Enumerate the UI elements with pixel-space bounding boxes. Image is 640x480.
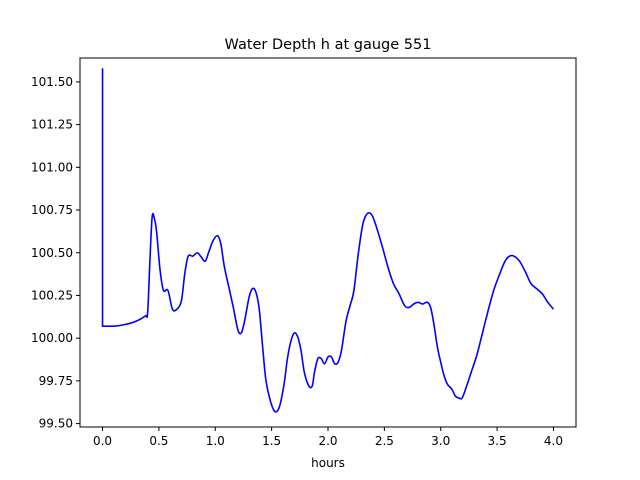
- x-tick-label: 3.5: [488, 434, 507, 448]
- y-tick-label: 101.25: [31, 118, 73, 132]
- chart-title: Water Depth h at gauge 551: [225, 37, 432, 53]
- y-tick-label: 101.00: [31, 160, 73, 174]
- series-layer: [101, 68, 555, 413]
- y-tick-label: 100.50: [31, 246, 73, 260]
- x-tick-label: 2.0: [318, 434, 337, 448]
- x-tick-label: 2.5: [375, 434, 394, 448]
- y-tick-label: 100.00: [31, 331, 73, 345]
- x-tick-label: 4.0: [544, 434, 563, 448]
- x-tick-label: 3.0: [431, 434, 450, 448]
- x-tick-label: 0.0: [93, 434, 112, 448]
- x-tick-label: 1.5: [262, 434, 281, 448]
- x-tick-label: 0.5: [149, 434, 168, 448]
- y-tick-label: 100.75: [31, 203, 73, 217]
- y-tick-label: 101.50: [31, 75, 73, 89]
- plot-frame: [79, 57, 577, 428]
- y-axis-ticks: 99.50 99.75 100.00 100.25 100.50 100.75 101.00…: [31, 75, 80, 431]
- x-axis-ticks: 0.0 0.5 1.0 1.5 2.0 2.5 3.0 3.5 4.0: [93, 427, 563, 448]
- x-axis-label: hours: [311, 456, 345, 470]
- y-tick-label: 99.75: [39, 374, 73, 388]
- y-tick-label: 99.50: [39, 417, 73, 431]
- series-line: [101, 68, 555, 413]
- x-tick-label: 1.0: [206, 434, 225, 448]
- y-tick-label: 100.25: [31, 288, 73, 302]
